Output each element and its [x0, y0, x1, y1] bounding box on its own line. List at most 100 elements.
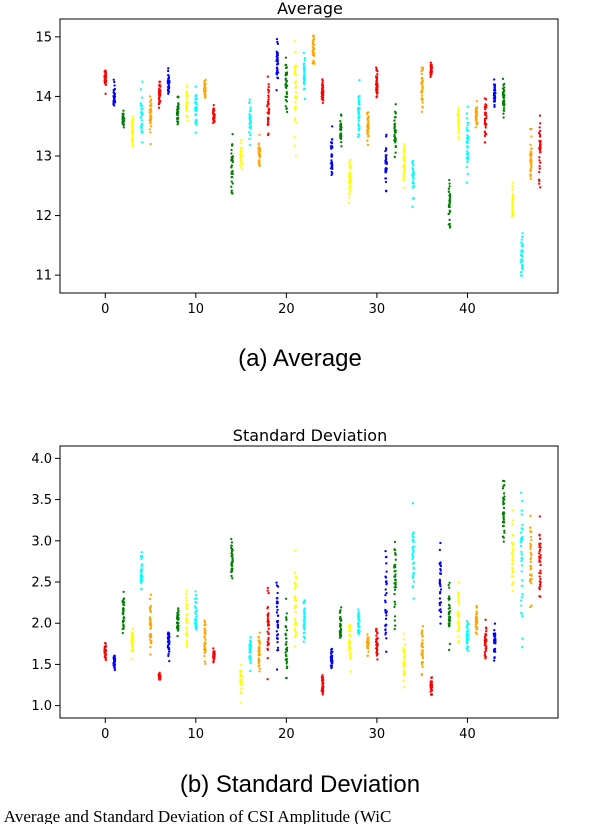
average-point-col-8: [177, 96, 180, 99]
average-point-col-12: [212, 108, 215, 111]
standard-deviation-point-col-32: [393, 548, 396, 551]
average-point-col-5: [149, 142, 152, 146]
standard-deviation-point-col-11: [203, 642, 206, 645]
standard-deviation-point-col-20: [284, 625, 287, 628]
average-x-tick-label: 10: [188, 302, 205, 317]
standard-deviation-point-col-37: [439, 583, 442, 586]
average-point-col-48: [539, 143, 542, 147]
standard-deviation-point-col-43: [493, 656, 496, 660]
average-point-col-18: [267, 94, 270, 97]
standard-deviation-point-col-20: [284, 616, 288, 619]
average-point-col-41: [475, 100, 478, 103]
standard-deviation-point-col-20: [285, 662, 288, 665]
standard-deviation-point-col-3: [130, 658, 133, 661]
average-point-col-35: [420, 83, 423, 86]
standard-deviation-point-col-44: [502, 514, 505, 518]
average-point-col-8: [176, 116, 179, 120]
standard-deviation-point-col-34: [411, 553, 414, 556]
average-point-col-17: [257, 147, 261, 150]
standard-deviation-point-col-18: [267, 638, 270, 641]
average-point-col-32: [393, 135, 396, 138]
average-point-col-0: [104, 92, 107, 95]
average-point-col-34: [412, 182, 415, 185]
standard-deviation-point-col-37: [439, 561, 442, 564]
standard-deviation-point-col-17: [257, 636, 260, 639]
average-point-col-32: [393, 119, 396, 122]
average-point-col-40: [466, 105, 469, 108]
average-point-col-34: [411, 172, 414, 175]
standard-deviation-point-col-19: [276, 623, 279, 626]
standard-deviation-point-col-4: [140, 565, 143, 568]
standard-deviation-point-col-45: [512, 544, 515, 547]
average-point-col-25: [330, 166, 333, 170]
average-point-col-21: [294, 68, 297, 71]
standard-deviation-point-col-30: [376, 658, 379, 661]
average-point-col-32: [394, 103, 397, 106]
average-point-col-45: [511, 210, 514, 213]
standard-deviation-point-col-32: [393, 615, 397, 618]
standard-deviation-point-col-37: [439, 569, 442, 572]
standard-deviation-data-points: [103, 479, 542, 704]
average-point-col-5: [150, 104, 153, 107]
average-point-col-46: [521, 235, 524, 239]
standard-deviation-point-col-21: [294, 598, 297, 601]
average-point-col-32: [394, 144, 397, 148]
average-point-col-7: [166, 69, 170, 73]
standard-deviation-point-col-11: [203, 621, 207, 624]
average-point-col-10: [194, 93, 198, 97]
average-point-col-3: [131, 136, 134, 140]
standard-deviation-point-col-7: [168, 635, 171, 639]
average-point-col-6: [158, 91, 162, 94]
average-point-col-40: [466, 160, 469, 164]
standard-deviation-point-col-14: [230, 549, 234, 553]
average-point-col-41: [475, 110, 478, 113]
average-point-col-9: [185, 90, 188, 93]
average-point-col-43: [493, 98, 496, 102]
average-point-col-35: [420, 91, 424, 94]
standard-deviation-point-col-35: [421, 630, 424, 634]
standard-deviation-point-col-18: [266, 589, 269, 592]
average-point-col-8: [177, 102, 180, 105]
standard-deviation-point-col-31: [385, 623, 388, 626]
average-point-col-0: [104, 74, 107, 77]
average-point-col-4: [140, 123, 144, 126]
standard-deviation-point-col-40: [466, 638, 469, 642]
average-point-col-40: [466, 129, 470, 132]
average-point-col-22: [302, 51, 306, 55]
standard-deviation-point-col-46: [520, 564, 524, 567]
standard-deviation-point-col-38: [448, 586, 451, 589]
standard-deviation-point-col-42: [485, 634, 488, 637]
average-point-col-18: [267, 120, 270, 123]
standard-deviation-point-col-11: [203, 660, 207, 663]
average-point-col-17: [257, 150, 260, 153]
average-point-col-34: [412, 170, 415, 173]
standard-deviation-point-col-8: [176, 607, 180, 610]
standard-deviation-point-col-34: [412, 561, 416, 564]
standard-deviation-point-col-18: [266, 617, 269, 620]
standard-deviation-point-col-35: [421, 645, 425, 649]
average-point-col-3: [130, 128, 134, 132]
average-point-col-19: [276, 40, 279, 44]
average-point-col-38: [448, 225, 452, 228]
average-point-col-19: [275, 59, 278, 63]
standard-deviation-point-col-35: [421, 635, 424, 638]
standard-deviation-point-col-39: [457, 620, 461, 623]
standard-deviation-point-col-5: [148, 597, 152, 601]
average-point-col-30: [375, 86, 378, 89]
standard-deviation-point-col-5: [149, 633, 153, 636]
standard-deviation-point-col-40: [466, 649, 469, 652]
standard-deviation-point-col-31: [385, 580, 388, 583]
average-y-tick-label: 11: [35, 269, 52, 284]
average-point-col-17: [258, 164, 261, 168]
average-point-col-27: [348, 201, 351, 205]
standard-deviation-point-col-32: [394, 558, 397, 561]
standard-deviation-point-col-33: [402, 679, 405, 682]
standard-deviation-point-col-47: [530, 574, 533, 577]
standard-deviation-point-col-24: [321, 678, 324, 681]
standard-deviation-point-col-3: [130, 641, 134, 644]
standard-deviation-point-col-48: [539, 563, 542, 567]
standard-deviation-point-col-15: [239, 673, 242, 677]
standard-deviation-point-col-47: [529, 542, 532, 545]
standard-deviation-point-col-37: [439, 610, 443, 614]
average-point-col-16: [248, 100, 251, 104]
